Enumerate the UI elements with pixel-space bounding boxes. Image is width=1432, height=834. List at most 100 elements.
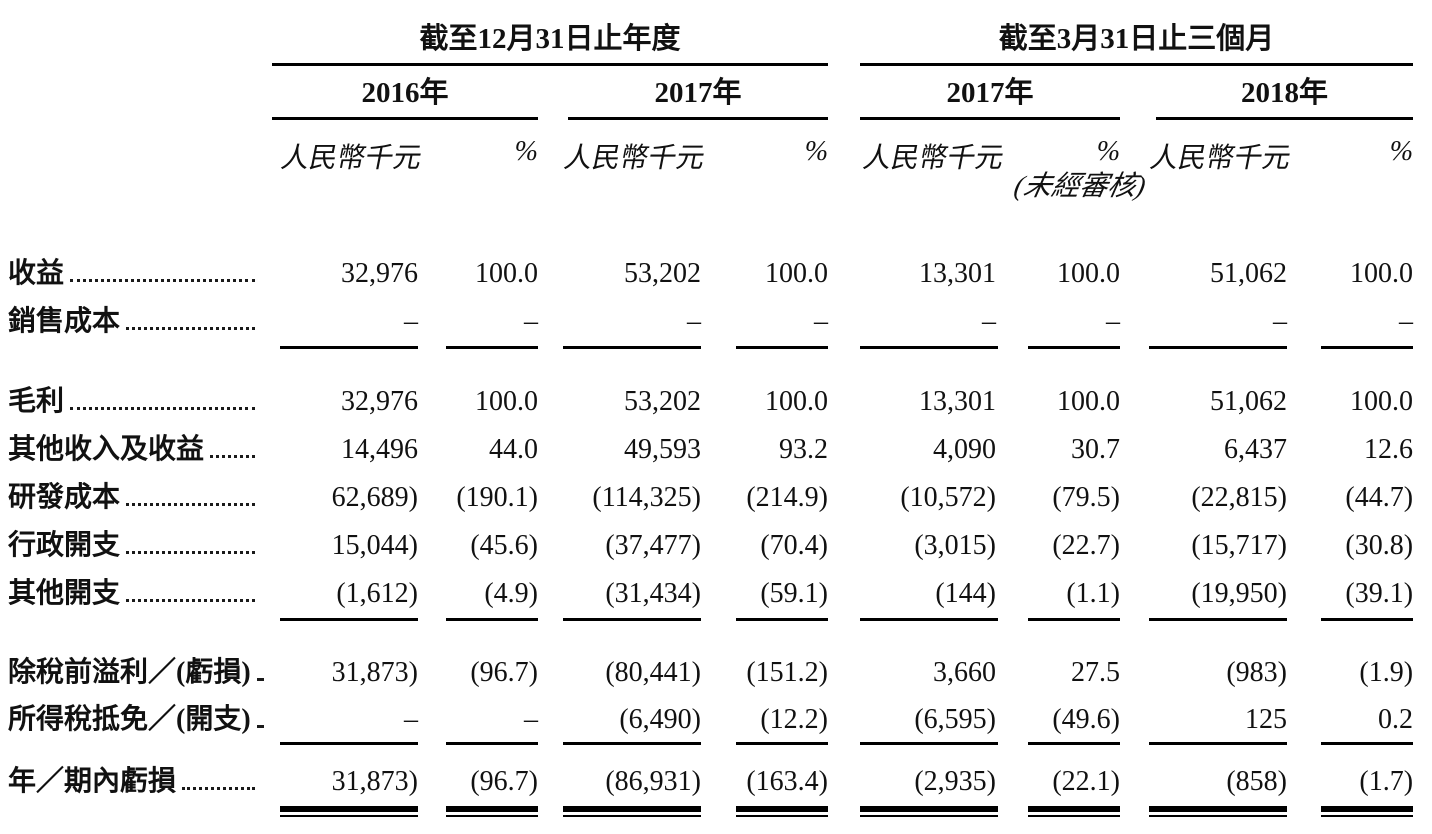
percent-cell: 100.0 (475, 258, 538, 289)
row-label: 銷售成本 (8, 305, 121, 337)
dot-leader (126, 327, 255, 331)
percent-cell: (190.1) (456, 482, 538, 513)
double-rule (1321, 806, 1414, 817)
amount-cell: 4,090 (933, 434, 997, 465)
unit-percent: % (未經審核) (1011, 136, 1149, 202)
amount-cell: 62,689) (331, 482, 418, 513)
percent-cell: 100.0 (1057, 258, 1121, 289)
percent-cell: – (524, 704, 538, 735)
dot-leader (126, 503, 255, 507)
amount-cell: (15,717) (1191, 530, 1288, 561)
double-rule (1028, 806, 1121, 817)
group-gap (828, 66, 860, 120)
column-rule (1028, 742, 1121, 745)
column-rule (280, 618, 418, 621)
amount-cell: 53,202 (624, 258, 701, 289)
percent-cell: 100.0 (475, 386, 538, 417)
amount-cell: 53,202 (624, 386, 701, 417)
amount-cell: (3,015) (914, 530, 997, 561)
column-rule (1149, 346, 1288, 349)
column-rule (860, 346, 999, 349)
percent-cell: – (1399, 306, 1414, 337)
column-rule (446, 742, 538, 745)
amount-cell: – (1273, 306, 1288, 337)
percent-cell: 93.2 (779, 434, 829, 465)
percent-cell: 27.5 (1071, 657, 1121, 688)
percent-cell: (22.7) (1052, 530, 1121, 561)
column-rule (563, 618, 701, 621)
percent-cell: 100.0 (765, 386, 829, 417)
rule-row (8, 742, 1414, 758)
column-rule (1028, 618, 1121, 621)
percent-cell: (30.8) (1345, 530, 1414, 561)
percent-cell: (151.2) (746, 657, 829, 688)
percent-cell: – (1106, 306, 1121, 337)
amount-cell: (6,490) (619, 704, 701, 735)
percent-cell: (45.6) (470, 530, 538, 561)
amount-cell: 49,593 (624, 434, 701, 465)
percent-cell: (4.9) (484, 578, 538, 609)
unit-amount: 人民幣千元 (278, 143, 425, 174)
amount-cell: (2,935) (914, 766, 997, 797)
percent-cell: (1.9) (1359, 657, 1414, 688)
amount-cell: 125 (1245, 704, 1288, 735)
period-title: 截至3月31日止三個月 (998, 23, 1275, 56)
amount-cell: 14,496 (341, 434, 418, 465)
amount-cell: (86,931) (605, 766, 701, 797)
group-gap (828, 120, 860, 222)
percent-cell: 100.0 (1350, 386, 1414, 417)
percent-cell: 30.7 (1071, 434, 1121, 465)
unit-percent: % (514, 136, 538, 167)
double-rule (280, 806, 418, 817)
amount-cell: – (404, 704, 418, 735)
amount-cell: (22,815) (1191, 482, 1288, 513)
column-rule (280, 742, 418, 745)
amount-cell: 32,976 (341, 258, 418, 289)
double-rule (563, 806, 701, 817)
column-rule (736, 346, 829, 349)
dot-leader (70, 279, 255, 283)
column-rule (1028, 346, 1121, 349)
table-row-loss-for-period: 年／期內虧損 31,873) (96.7) (86,931) (163.4) (… (8, 758, 1413, 806)
rule-row (8, 618, 1414, 648)
double-rule (860, 806, 999, 817)
double-rule (1149, 806, 1288, 817)
column-rule (860, 618, 999, 621)
table-row-other-income: 其他收入及收益 14,496 44.0 49,593 93.2 4,090 30… (8, 426, 1413, 474)
amount-cell: 6,437 (1224, 434, 1288, 465)
percent-cell: (49.6) (1052, 704, 1121, 735)
percent-cell: (96.7) (470, 657, 538, 688)
table-row-gross-profit: 毛利 32,976 100.0 53,202 100.0 13,301 100.… (8, 378, 1413, 426)
double-rule (446, 806, 538, 817)
percent-cell: 0.2 (1378, 704, 1414, 735)
column-rule (736, 618, 829, 621)
table-row-revenue: 收益 32,976 100.0 53,202 100.0 13,301 100.… (8, 250, 1413, 298)
column-rule (563, 346, 701, 349)
dot-leader (126, 599, 255, 603)
column-rule (1321, 742, 1414, 745)
column-rule (860, 742, 999, 745)
amount-cell: (31,434) (605, 578, 701, 609)
column-rule (446, 618, 538, 621)
percent-cell: (1.7) (1359, 766, 1414, 797)
amount-cell: 31,873) (331, 766, 418, 797)
unit-percent: % (804, 136, 829, 167)
percent-cell: (70.4) (760, 530, 829, 561)
amount-cell: (19,950) (1191, 578, 1288, 609)
table-row-profit-before-tax: 除稅前溢利／(虧損) 31,873) (96.7) (80,441) (151.… (8, 648, 1413, 698)
amount-cell: (144) (935, 578, 997, 609)
column-rule (1321, 346, 1414, 349)
year-2017-q1: 2017年 (860, 77, 1121, 120)
amount-cell: (1,612) (336, 578, 418, 609)
row-label: 研發成本 (8, 481, 121, 513)
percent-cell: – (814, 306, 829, 337)
column-rule (280, 346, 418, 349)
table-row-income-tax: 所得稅抵免／(開支) – – (6,490) (12.2) (6,595) (4… (8, 698, 1413, 742)
amount-cell: 31,873) (331, 657, 418, 688)
row-label: 其他收入及收益 (8, 433, 205, 465)
column-rule (736, 742, 829, 745)
column-rule (1149, 618, 1288, 621)
spacer-row (8, 222, 1413, 250)
percent-cell: (59.1) (760, 578, 829, 609)
double-rule-row (8, 806, 1414, 830)
